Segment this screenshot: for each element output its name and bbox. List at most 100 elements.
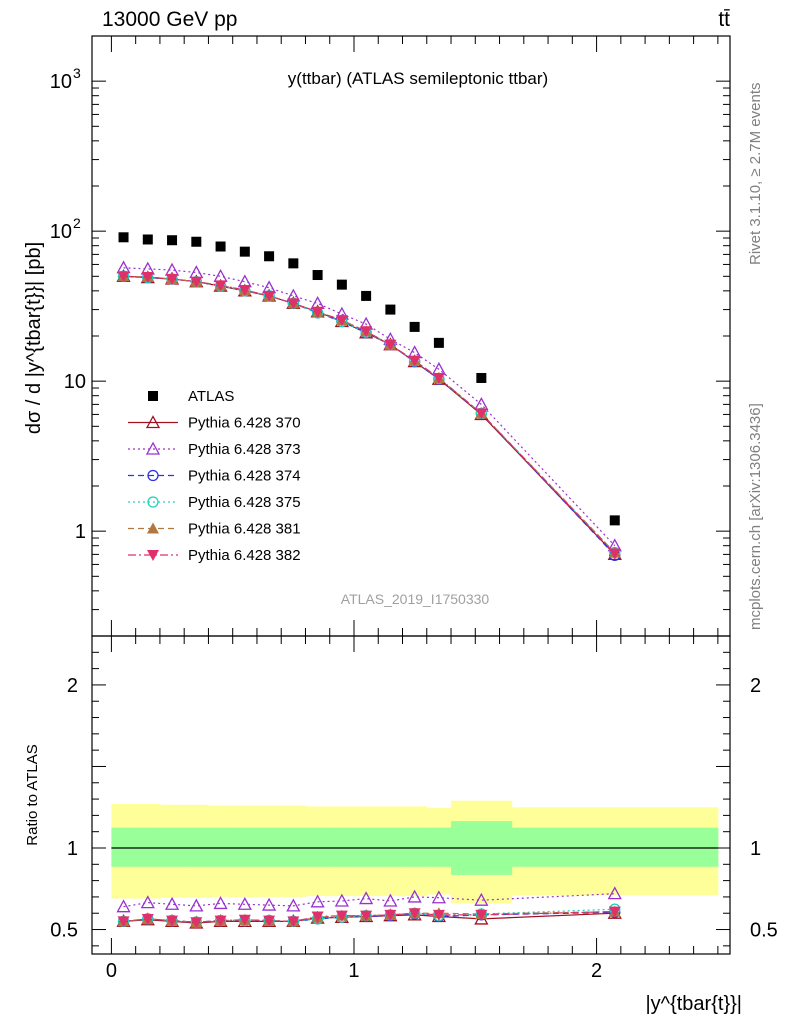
ratio-series-line [123,893,615,908]
mcplots-label: mcplots.cern.ch [arXiv:1306.3436] [747,403,764,630]
data-point [312,270,323,281]
data-point [118,232,129,243]
ratio-point [263,915,276,927]
legend-label: Pythia 6.428 375 [188,494,301,511]
data-point [166,273,179,285]
y-tick-label: 1 [75,521,86,543]
ratio-point [474,892,489,906]
data-point [117,271,130,283]
ratio-y-axis-label: Ratio to ATLAS [24,744,41,845]
ratio-point [287,916,300,928]
ratio-point [116,899,131,913]
ratio-point [189,898,204,912]
uncertainty-band-inner [208,827,234,867]
ratio-point [607,886,622,900]
ratio-point [164,896,180,910]
legend-label: Pythia 6.428 374 [188,468,301,485]
ratio-point [408,908,421,920]
uncertainty-band-inner [256,827,282,867]
legend-marker [148,391,158,401]
uncertainty-band-inner [329,827,355,867]
series-2-line [123,267,616,547]
uncertainty-band-inner [402,827,428,867]
ratio-y-tick-label-right: 0.5 [750,920,778,942]
data-point [215,241,226,252]
ratio-point [261,897,277,911]
data-point [190,276,203,288]
x-tick-label: 1 [348,960,359,982]
series-6-line [123,275,616,554]
uncertainty-band-inner [135,827,161,867]
main-title: y(ttbar) (ATLAS semileptonic ttbar) [288,69,548,88]
legend-label: Pythia 6.428 370 [188,415,301,432]
uncertainty-band-inner [353,827,379,867]
ratio-point [335,910,348,922]
ratio-point [407,889,422,903]
legend-marker [147,496,159,508]
data-point [335,315,348,327]
data-point [167,235,178,246]
main-y-axis-label: dσ / d |y^{tbar{t}}| [pb] [23,242,45,434]
data-point [311,306,324,318]
data-point [287,298,300,310]
ratio-point [213,896,228,910]
ratio-point [431,890,446,904]
ratio-point [311,911,324,923]
data-point [191,236,202,247]
data-point [433,337,444,348]
ratio-y-tick-label: 0.5 [50,920,78,942]
ratio-point [190,917,203,929]
uncertainty-band-inner [159,827,185,867]
uncertainty-band-inner [232,827,258,867]
ratio-point [432,909,445,921]
legend-marker [145,415,161,429]
y-tick-exponent: 2 [73,215,81,231]
ratio-point [237,896,252,910]
legend-label: ATLAS [188,388,234,405]
data-point [608,548,621,560]
y-tick-label: 10 [50,71,72,93]
ratio-point [140,895,155,909]
uncertainty-band-inner [111,827,137,867]
legend-label: Pythia 6.428 373 [188,441,301,458]
data-point [609,515,620,526]
legend-marker [147,469,159,482]
ratio-frame [91,635,731,955]
data-point [336,279,347,290]
ratio-y-tick-label: 1 [67,838,78,860]
ratio-point [117,916,130,928]
ratio-point [360,910,373,922]
ratio-point [310,894,325,908]
ratio-point [214,915,227,927]
legend-marker [147,522,159,534]
x-tick-label: 0 [106,960,117,982]
ratio-point [383,893,398,907]
data-point [263,290,276,302]
x-axis-label: |y^{tbar{t}}| [645,993,742,1015]
ratio-point [166,915,179,927]
data-point [476,372,487,383]
data-point [360,326,373,338]
ratio-panel: 0.5 0.5 1 1 2 2 0 1 2 Ratio to ATLAS |y^{tbar{t}… [24,635,778,1015]
ratio-point [334,893,349,907]
uncertainty-band-inner [378,827,404,867]
data-point [142,234,153,245]
data-point [385,304,396,315]
ratio-series-line [123,911,615,923]
uncertainty-band-inner [511,827,719,867]
data-point [475,408,488,420]
legend-marker [145,441,161,455]
rivet-version-label: Rivet 3.1.10, ≥ 2.7M events [747,83,764,266]
data-point [288,258,299,269]
y-tick-exponent: 3 [73,65,81,81]
header-left-label: 13000 GeV pp [102,8,237,31]
data-point [432,372,445,384]
legend-marker [147,550,159,561]
y-tick-label: 10 [64,371,86,393]
ratio-point [238,914,251,926]
legend-label: Pythia 6.428 381 [188,521,301,538]
ratio-point [359,891,374,905]
watermark-label: ATLAS_2019_I1750330 [341,591,490,607]
